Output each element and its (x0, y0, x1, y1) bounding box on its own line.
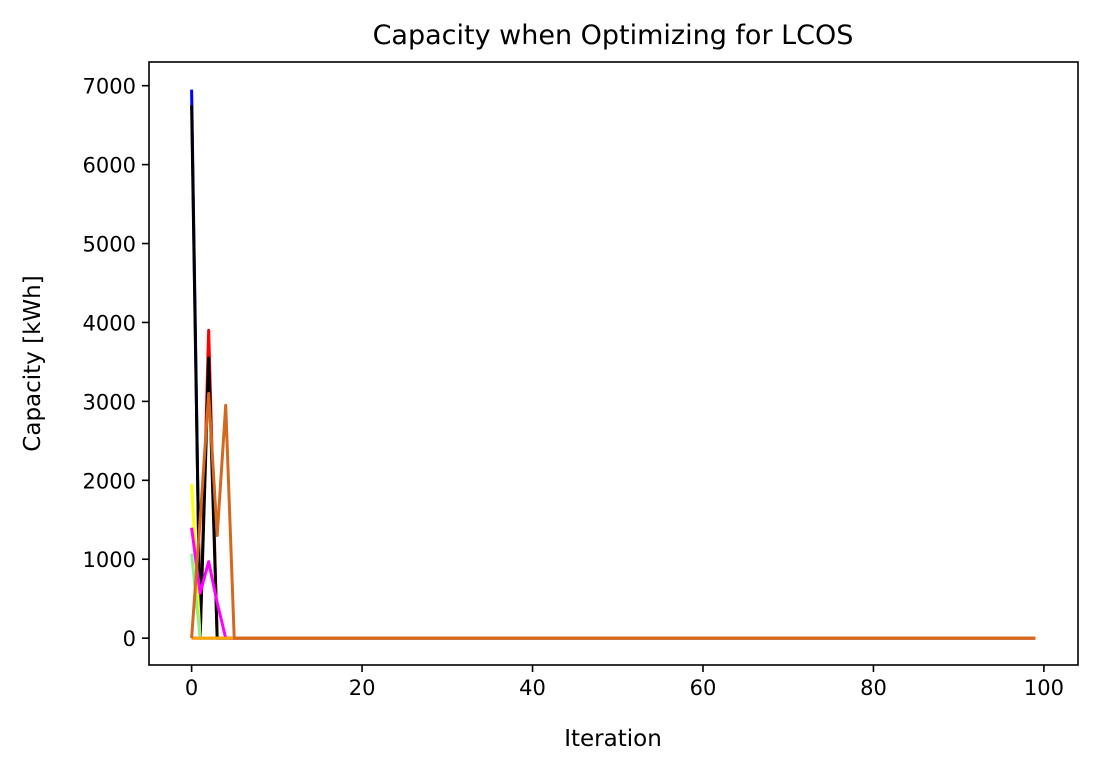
series-line-3 (190, 105, 1036, 640)
series-line-5 (190, 553, 1036, 640)
series-line-2 (191, 328, 1036, 640)
x-axis-ticks: 0 20 40 60 80 100 (185, 665, 1064, 700)
series-line-6 (190, 527, 1036, 640)
series-line-8 (190, 391, 1036, 640)
series-layer (190, 89, 1036, 640)
x-tick-label: 0 (185, 676, 198, 700)
y-tick-label: 1000 (83, 548, 136, 572)
series-line-4 (190, 484, 1036, 640)
x-tick-label: 20 (349, 676, 376, 700)
y-tick-label: 6000 (83, 154, 136, 178)
y-tick-label: 7000 (83, 75, 136, 99)
y-axis-label: Capacity [kWh] (20, 275, 46, 451)
y-tick-label: 0 (123, 627, 136, 651)
chart-title: Capacity when Optimizing for LCOS (373, 20, 854, 51)
x-tick-label: 100 (1024, 676, 1064, 700)
y-tick-label: 3000 (83, 390, 136, 414)
x-tick-label: 40 (519, 676, 546, 700)
y-tick-label: 2000 (83, 469, 136, 493)
y-axis-ticks: 0 1000 2000 3000 4000 5000 6000 7000 (83, 75, 149, 651)
x-tick-label: 60 (690, 676, 717, 700)
plot-frame (148, 61, 1079, 666)
y-tick-label: 5000 (83, 233, 136, 257)
x-tick-label: 80 (860, 676, 887, 700)
series-line-1 (190, 89, 1036, 640)
y-tick-label: 4000 (83, 311, 136, 335)
x-axis-label: Iteration (564, 726, 662, 752)
